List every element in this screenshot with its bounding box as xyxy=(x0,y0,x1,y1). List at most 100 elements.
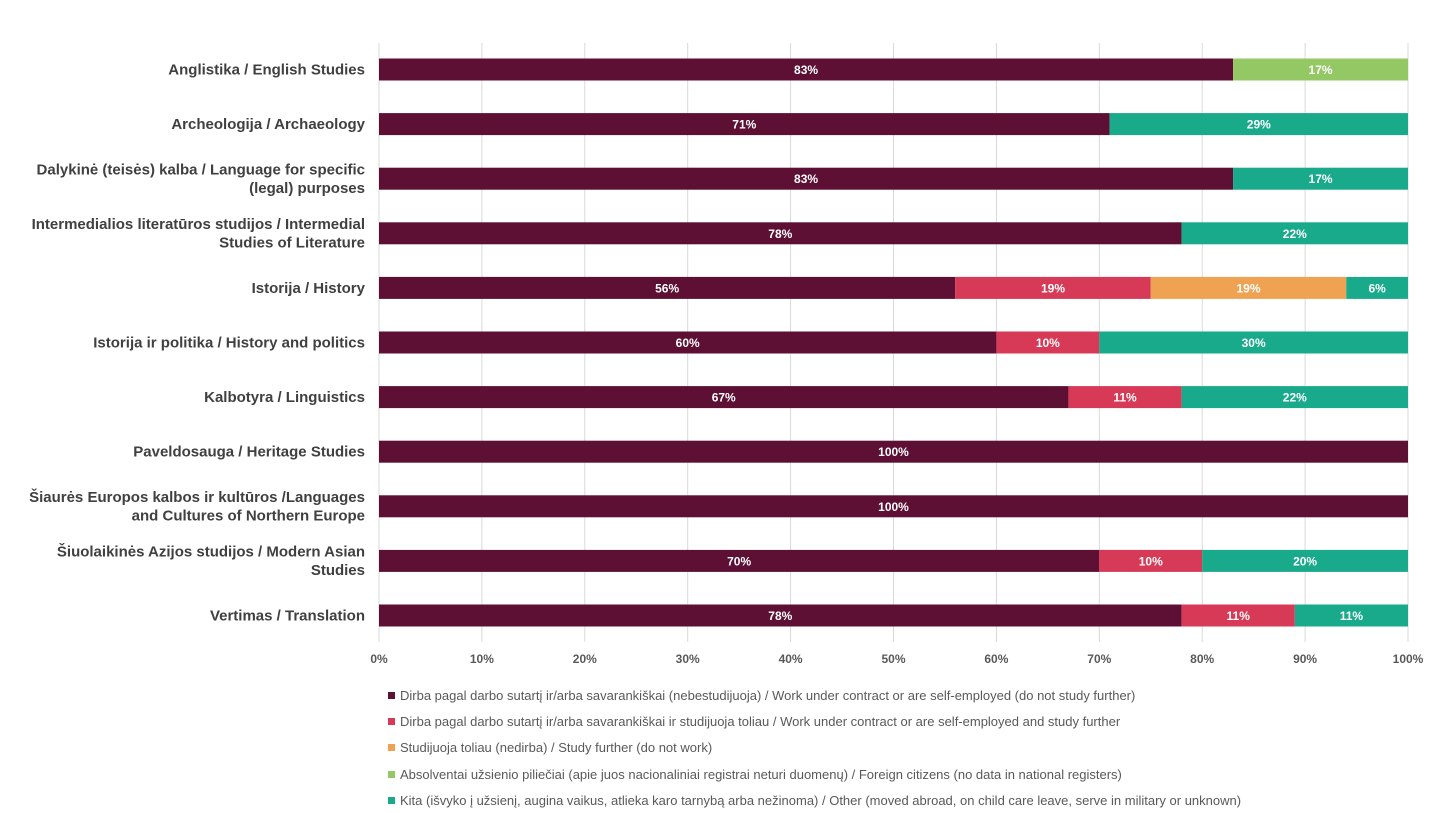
legend-item: Kita (išvyko į užsienį, augina vaikus, a… xyxy=(388,787,1428,813)
data-label: 71% xyxy=(732,118,756,132)
bar-segment xyxy=(379,549,1100,572)
category-label-line: Istorija ir politika / History and polit… xyxy=(93,335,365,352)
category-label-line: Kalbotyra / Linguistics xyxy=(204,389,365,406)
bar-segment xyxy=(379,167,1234,190)
category-label: Archeologija / Archaeology xyxy=(171,116,365,133)
bar-segment xyxy=(1181,386,1408,409)
legend-item: Absolventai užsienio piliečiai (apie juo… xyxy=(388,761,1428,787)
category-label-line: Dalykinė (teisės) kalba / Language for s… xyxy=(37,161,365,178)
legend-label: Dirba pagal darbo sutartį ir/arba savara… xyxy=(400,687,1136,703)
legend-label: Absolventai užsienio piliečiai (apie juo… xyxy=(400,766,1122,782)
x-tick-label: 0% xyxy=(370,652,388,666)
legend-item: Dirba pagal darbo sutartį ir/arba savara… xyxy=(388,708,1428,734)
bar-segment xyxy=(1150,276,1347,299)
category-label-line: Intermedialios literatūros studijos / In… xyxy=(32,216,365,233)
category-label-line: Paveldosauga / Heritage Studies xyxy=(133,444,365,461)
legend-swatch xyxy=(388,717,395,725)
data-label: 56% xyxy=(655,281,679,295)
category-label-line: Šiaurės Europos kalbos ir kultūros /Lang… xyxy=(29,488,365,506)
bar-segment xyxy=(1109,113,1408,136)
category-label-line: (legal) purposes xyxy=(249,180,365,197)
category-label-line: and Cultures of Northern Europe xyxy=(132,508,365,525)
category-label-line: Studies of Literature xyxy=(219,235,365,252)
bar-segment xyxy=(379,604,1182,627)
bar-segment xyxy=(1068,386,1182,409)
category-label: Dalykinė (teisės) kalba / Language for s… xyxy=(37,161,365,197)
data-label: 11% xyxy=(1340,609,1364,623)
bar-segment xyxy=(1099,549,1203,572)
data-label: 11% xyxy=(1113,391,1137,405)
data-label: 67% xyxy=(712,391,736,405)
data-label: 100% xyxy=(878,445,909,459)
stacked-bar-chart: 83% 17% 71% 29% 83% 17% 78% 22% 56% 19% 19% 6% 60% 10… xyxy=(29,43,1424,666)
data-label: 100% xyxy=(878,500,909,514)
x-tick-label: 100% xyxy=(1393,652,1424,666)
data-label: 6% xyxy=(1368,281,1386,295)
legend-label: Studijuoja toliau (nedirba) / Study furt… xyxy=(400,740,713,756)
category-label-line: Anglistika / English Studies xyxy=(168,62,365,79)
category-label-line: Vertimas / Translation xyxy=(210,608,365,625)
bar-segment xyxy=(379,331,997,354)
category-label: Šiuolaikinės Azijos studijos / Modern As… xyxy=(57,543,365,580)
category-label: Paveldosauga / Heritage Studies xyxy=(133,444,365,461)
data-label: 78% xyxy=(768,609,792,623)
bar-segment xyxy=(379,386,1069,409)
bar-segment xyxy=(1099,331,1408,354)
category-label: Istorija ir politika / History and polit… xyxy=(93,335,365,352)
category-axis-labels: Anglistika / English Studies Archeologija… xyxy=(29,62,366,625)
data-label: 83% xyxy=(794,63,818,77)
data-label: 10% xyxy=(1036,336,1060,350)
data-label: 11% xyxy=(1227,609,1251,623)
x-tick-label: 70% xyxy=(1087,652,1111,666)
bar-segment xyxy=(1294,604,1408,627)
bar-segment xyxy=(955,276,1151,299)
bar-segment xyxy=(379,276,956,299)
data-label: 30% xyxy=(1242,336,1266,350)
data-label: 29% xyxy=(1247,118,1271,132)
category-label: Anglistika / English Studies xyxy=(168,62,365,79)
category-label-line: Studies xyxy=(311,562,365,579)
bar-segment xyxy=(379,222,1182,245)
x-tick-label: 90% xyxy=(1293,652,1317,666)
bar-segment xyxy=(379,113,1110,136)
x-tick-label: 10% xyxy=(470,652,494,666)
bar-segment xyxy=(1181,222,1408,245)
value-axis-tick-labels: 0% 10% 20% 30% 40% 50% 60% 70% 80% 90% 100% xyxy=(370,652,1423,666)
chart-legend: Dirba pagal darbo sutartį ir/arba savara… xyxy=(388,682,1428,813)
legend-item: Dirba pagal darbo sutartį ir/arba savara… xyxy=(388,682,1428,708)
legend-label: Kita (išvyko į užsienį, augina vaikus, a… xyxy=(400,792,1242,808)
x-tick-label: 30% xyxy=(676,652,700,666)
legend-label: Dirba pagal darbo sutartį ir/arba savara… xyxy=(400,713,1121,729)
data-label: 22% xyxy=(1283,227,1307,241)
bar-segment xyxy=(379,495,1408,518)
legend-item: Studijuoja toliau (nedirba) / Study furt… xyxy=(388,735,1428,761)
bar-segment xyxy=(1181,604,1295,627)
data-label: 17% xyxy=(1309,172,1333,186)
x-tick-label: 80% xyxy=(1190,652,1214,666)
data-label: 17% xyxy=(1309,63,1333,77)
bar-series: 83% 17% 71% 29% 83% 17% 78% 22% 56% 19% 19% 6% 60% 10… xyxy=(379,58,1408,627)
bar-segment xyxy=(379,58,1234,81)
data-label: 83% xyxy=(794,172,818,186)
category-label: Vertimas / Translation xyxy=(210,608,365,625)
x-tick-label: 20% xyxy=(573,652,597,666)
data-label: 20% xyxy=(1293,554,1317,568)
x-tick-label: 40% xyxy=(779,652,803,666)
category-label: Šiaurės Europos kalbos ir kultūros /Lang… xyxy=(29,488,365,525)
data-label: 60% xyxy=(676,336,700,350)
data-label: 19% xyxy=(1041,281,1065,295)
legend-swatch xyxy=(388,770,395,778)
category-label-line: Istorija / History xyxy=(252,280,366,297)
bar-segment xyxy=(1233,167,1408,190)
category-label: Istorija / History xyxy=(252,280,366,297)
legend-swatch xyxy=(388,744,395,752)
bar-segment xyxy=(379,440,1408,463)
data-label: 70% xyxy=(727,554,751,568)
category-label-line: Šiuolaikinės Azijos studijos / Modern As… xyxy=(57,543,365,561)
data-label: 19% xyxy=(1236,281,1260,295)
bar-segment xyxy=(996,331,1100,354)
category-label: Intermedialios literatūros studijos / In… xyxy=(32,216,365,252)
bar-segment xyxy=(1233,58,1408,81)
category-label-line: Archeologija / Archaeology xyxy=(171,116,365,133)
data-label: 10% xyxy=(1139,554,1163,568)
